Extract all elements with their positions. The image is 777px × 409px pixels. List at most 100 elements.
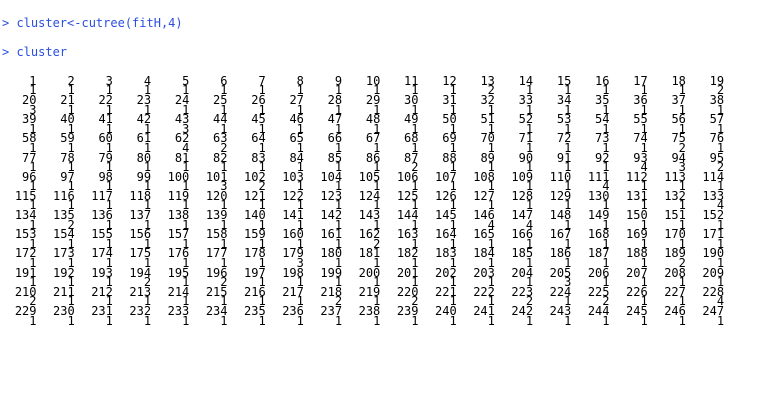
- observation-index: 233: [167, 304, 190, 318]
- output-names-line: 115 116 117 118 119 120 121 122 123 124 125 126 127 1…: [0, 188, 777, 203]
- observation-index: 30: [404, 92, 419, 107]
- prompt-symbol: >: [2, 16, 17, 31]
- cluster-value: 1: [525, 102, 534, 117]
- cluster-value: 1: [29, 160, 37, 175]
- observation-index: 42: [136, 112, 152, 127]
- cluster-value: 1: [525, 121, 534, 136]
- observation-index: 58: [22, 131, 37, 146]
- observation-index: 188: [626, 246, 648, 261]
- observation-index: 163: [396, 227, 419, 242]
- cluster-value: 1: [182, 294, 190, 309]
- cluster-value: 1: [373, 294, 381, 309]
- output-values-line: 2 1 1 1 1 1 1 1 2 1 2 1 1 2 1 2 1 1 4: [0, 294, 777, 309]
- cluster-value: 1: [411, 236, 419, 251]
- observation-index: 133: [702, 188, 725, 203]
- observation-index: 218: [320, 284, 343, 299]
- cluster-value: 2: [143, 275, 152, 290]
- output-names-line: 1 2 3 4 5 6 7 8 9 10 11 12 13 14 15 16 17 18 19: [0, 73, 777, 88]
- cluster-value: 1: [678, 294, 686, 309]
- observation-index: 54: [595, 112, 610, 127]
- cluster-value: 1: [143, 198, 152, 213]
- observation-index: 136: [91, 208, 113, 223]
- output-names-line: 39 40 41 42 43 44 45 46 47 48 49 50 51 52 53 54 55 56 57: [0, 112, 777, 127]
- cluster-value: 1: [449, 83, 457, 98]
- observation-index: 44: [213, 112, 228, 127]
- output-values-line: 1 1 1 1 1 3 2 1 1 1 1 1 1 1 1 4 1 1 1: [0, 179, 777, 194]
- observation-index: 5: [182, 73, 190, 88]
- command-line-1: > cluster<-cutree(fitH,4): [0, 16, 777, 31]
- observation-index: 191: [14, 265, 37, 280]
- observation-index: 174: [91, 246, 113, 261]
- cluster-value: 1: [640, 217, 648, 232]
- cluster-value: 1: [449, 121, 457, 136]
- observation-index: 181: [358, 246, 381, 261]
- output-values-line: 1 2 1 1 1 1 1 1 1 1 1 1 4 4 1 1 1 1 1: [0, 217, 777, 232]
- observation-index: 245: [626, 304, 648, 318]
- observation-index: 135: [53, 208, 75, 223]
- observation-index: 38: [709, 92, 725, 107]
- observation-index: 141: [282, 208, 304, 223]
- observation-index: 134: [14, 208, 37, 223]
- cluster-value: 1: [373, 102, 381, 117]
- observation-index: 244: [587, 304, 610, 318]
- observation-index: 216: [244, 284, 266, 299]
- cluster-value: 4: [182, 140, 190, 155]
- observation-index: 225: [587, 284, 610, 299]
- output-names-line: 58 59 60 61 62 63 64 65 66 67 68 69 70 71 72 73 74 75 76: [0, 131, 777, 146]
- observation-index: 162: [358, 227, 381, 242]
- observation-index: 99: [136, 169, 152, 184]
- cluster-value: 1: [678, 198, 686, 213]
- observation-index: 203: [473, 265, 495, 280]
- output-names-line: 191 192 193 194 195 196 197 198 199 200 201 202 203 2…: [0, 265, 777, 280]
- cluster-value: 1: [716, 275, 725, 290]
- cluster-value: 1: [258, 256, 266, 271]
- cluster-value: 3: [182, 121, 190, 136]
- cluster-value: 1: [258, 236, 266, 251]
- cluster-value: 1: [373, 275, 381, 290]
- cluster-value: 1: [105, 313, 113, 328]
- output-names-line: 134 135 136 137 138 139 140 141 142 143 144 145 146 1…: [0, 208, 777, 223]
- observation-index: 84: [289, 150, 304, 165]
- observation-index: 4: [143, 73, 152, 88]
- observation-index: 201: [396, 265, 419, 280]
- observation-index: 164: [435, 227, 457, 242]
- cluster-value: 1: [564, 236, 572, 251]
- cluster-value: 1: [487, 236, 495, 251]
- observation-index: 104: [320, 169, 343, 184]
- cluster-value: 1: [411, 179, 419, 194]
- cluster-value: 1: [220, 121, 228, 136]
- observation-index: 111: [587, 169, 610, 184]
- output-values-line: 1 1 1 1 1 1 1 1 1 1 1 1 1 1 1 1 1 1 4: [0, 198, 777, 213]
- cluster-value: 1: [602, 160, 610, 175]
- cluster-value: 1: [678, 236, 686, 251]
- observation-index: 73: [595, 131, 610, 146]
- observation-index: 132: [664, 188, 686, 203]
- observation-index: 212: [91, 284, 113, 299]
- cluster-value: 1: [449, 198, 457, 213]
- observation-index: 53: [556, 112, 572, 127]
- cluster-value: 1: [640, 83, 648, 98]
- cluster-value: 1: [373, 198, 381, 213]
- cluster-value: 1: [564, 256, 572, 271]
- cluster-value: 1: [411, 256, 419, 271]
- observation-index: 184: [473, 246, 495, 261]
- cluster-value: 1: [182, 217, 190, 232]
- observation-index: 121: [244, 188, 266, 203]
- cluster-value: 1: [296, 313, 304, 328]
- observation-index: 19: [709, 73, 725, 88]
- cluster-value: 1: [258, 294, 266, 309]
- cluster-value: 3: [29, 102, 37, 117]
- cluster-value: 1: [678, 179, 686, 194]
- observation-index: 154: [53, 227, 75, 242]
- output-values-line: 1 1 1 1 1 1 1 1 1 1 1 1 1 1 1 1 1 1 1: [0, 313, 777, 328]
- observation-index: 194: [129, 265, 152, 280]
- cluster-value: 1: [716, 313, 725, 328]
- command-text: cluster: [16, 44, 68, 59]
- cluster-value: 1: [678, 313, 686, 328]
- cluster-value: 1: [564, 179, 572, 194]
- observation-index: 145: [435, 208, 457, 223]
- observation-index: 192: [53, 265, 75, 280]
- cluster-value: 1: [411, 313, 419, 328]
- cluster-value: 1: [220, 256, 228, 271]
